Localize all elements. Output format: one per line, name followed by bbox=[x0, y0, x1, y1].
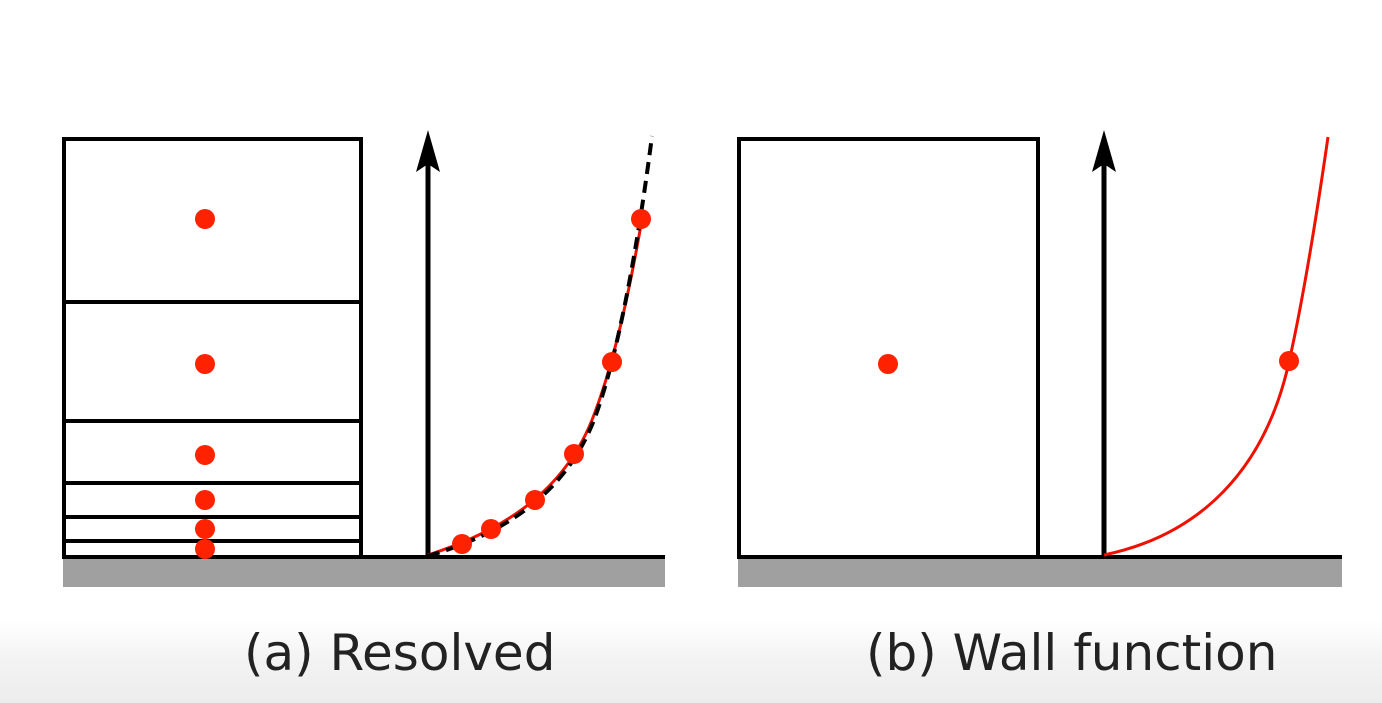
profile-point bbox=[564, 444, 584, 464]
panel-a-law-of-wall-curve bbox=[427, 135, 654, 558]
cell-center-point bbox=[195, 354, 215, 374]
cell-center-point bbox=[878, 354, 898, 374]
cell-center-point bbox=[195, 209, 215, 229]
profile-point bbox=[1279, 351, 1299, 371]
cell-center-point bbox=[195, 490, 215, 510]
cell-center-point bbox=[195, 445, 215, 465]
panel-a-resolved bbox=[62, 130, 665, 587]
profile-point bbox=[631, 209, 651, 229]
panel-b-y-axis bbox=[1092, 130, 1116, 557]
panel-b-profile-curve bbox=[1103, 136, 1330, 557]
panel-a-profile-points bbox=[452, 209, 651, 554]
profile-point bbox=[481, 519, 501, 539]
profile-point bbox=[452, 534, 472, 554]
cell-center-point bbox=[195, 519, 215, 539]
panel-b-caption: (b) Wall function bbox=[866, 624, 1278, 682]
panel-b-mesh bbox=[737, 137, 1040, 559]
profile-point bbox=[525, 490, 545, 510]
panel-a-mesh bbox=[62, 137, 363, 559]
panel-a-cell-centers bbox=[195, 209, 215, 559]
profile-point bbox=[602, 352, 622, 372]
mesh-cell-outline bbox=[737, 137, 1040, 559]
panel-b-wall bbox=[738, 559, 1342, 587]
panel-b-y-axis-arrowhead bbox=[1092, 130, 1116, 172]
panel-b-wall-function bbox=[737, 130, 1342, 587]
panel-a-wall bbox=[63, 559, 665, 587]
panel-a-caption: (a) Resolved bbox=[244, 624, 556, 682]
panel-a-y-axis bbox=[416, 130, 440, 557]
cell-center-point bbox=[195, 539, 215, 559]
mesh-cell-outline bbox=[62, 137, 363, 559]
panel-a-y-axis-arrowhead bbox=[416, 130, 440, 172]
